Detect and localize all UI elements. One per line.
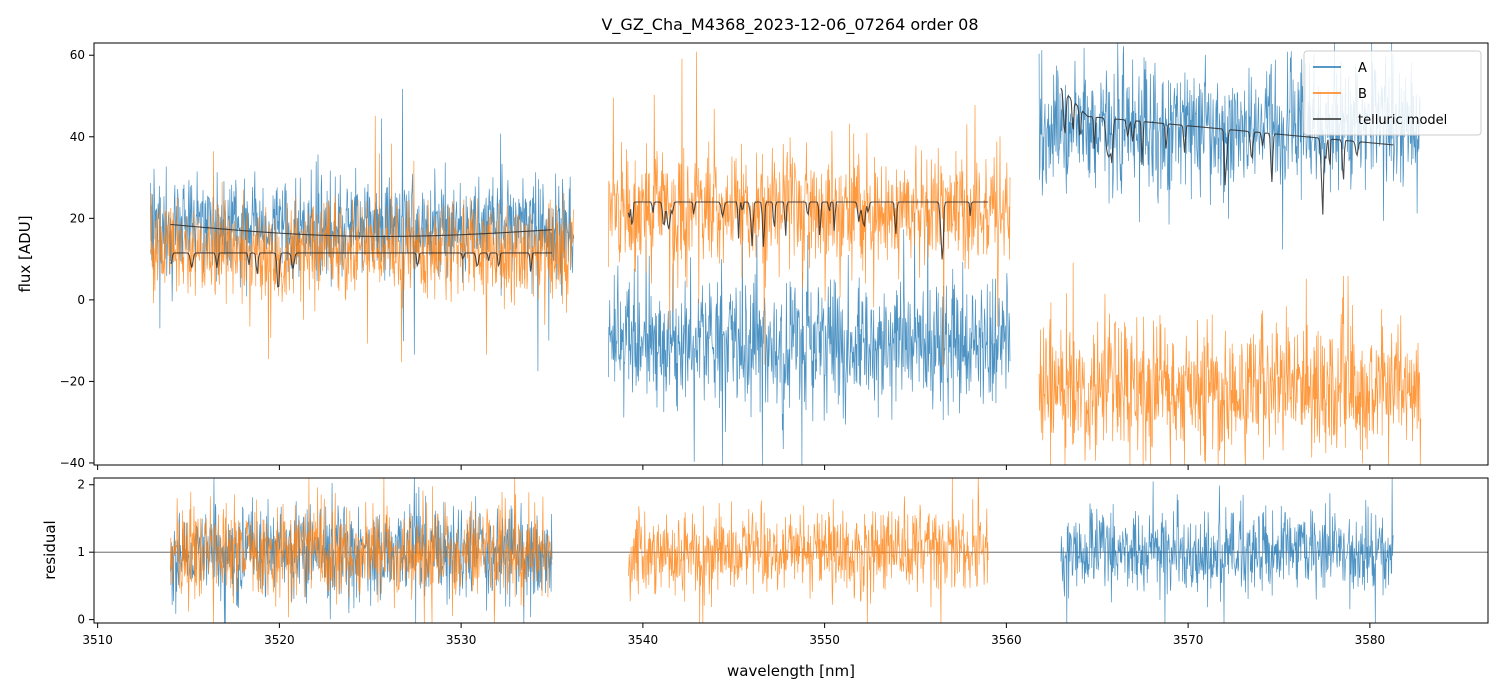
- x-tick-label: 3550: [809, 633, 840, 647]
- legend-label-a: A: [1358, 61, 1367, 76]
- bottom-y-tick-label: 1: [77, 545, 85, 559]
- legend-box: [1303, 50, 1482, 136]
- top-y-tick-label: −20: [60, 374, 85, 388]
- legend-label-telluric-model: telluric model: [1358, 113, 1447, 128]
- bottom-x-axis: 3510 3520 3530 3540 3550 3560 3570 3580: [82, 623, 1385, 647]
- bottom-series-layer: [169, 477, 1394, 624]
- top-series-layer: [149, 42, 1422, 466]
- x-tick-label: 3530: [446, 633, 477, 647]
- x-tick-label: 3570: [1173, 633, 1204, 647]
- top-panel: −40 −20 0 20 40 60 flux [ADU]: [16, 42, 1489, 470]
- spectrum-a-segment-2: [607, 199, 1011, 466]
- spectrum-b-segment-3: [1038, 262, 1422, 466]
- x-tick-label: 3560: [991, 633, 1022, 647]
- x-tick-label: 3580: [1355, 633, 1386, 647]
- x-tick-label: 3520: [264, 633, 295, 647]
- top-model-layer: [170, 87, 1394, 288]
- top-y-axis-label: flux [ADU]: [16, 215, 34, 292]
- telluric-model-a-segment-3: [1060, 87, 1394, 215]
- bottom-y-tick-label: 2: [77, 478, 85, 492]
- top-y-tick-label: 60: [70, 48, 85, 62]
- bottom-y-axis-label: residual: [41, 520, 59, 579]
- top-plot-frame: [93, 42, 1489, 466]
- top-y-tick-label: −40: [60, 456, 85, 470]
- telluric-model-b-segment-2: [627, 201, 989, 260]
- top-y-tick-label: 40: [70, 130, 85, 144]
- chart-title: V_GZ_Cha_M4368_2023-12-06_07264 order 08: [601, 15, 978, 35]
- top-x-ticks: [97, 465, 1371, 470]
- x-tick-label: 3540: [628, 633, 659, 647]
- bottom-y-axis: 0 1 2: [77, 478, 94, 627]
- legend-label-b: B: [1358, 87, 1367, 102]
- legend: A B telluric model: [1303, 50, 1482, 136]
- bottom-plot-frame: [93, 477, 1489, 624]
- residual-b-segment-1: [169, 477, 553, 624]
- x-axis-label: wavelength [nm]: [727, 662, 855, 680]
- spectrum-b-segment-1: [149, 115, 575, 363]
- bottom-y-tick-label: 0: [77, 613, 85, 627]
- x-tick-label: 3510: [82, 633, 113, 647]
- residual-b-segment-2: [627, 477, 989, 624]
- spectrum-b-segment-2: [607, 51, 1011, 368]
- top-y-tick-label: 20: [70, 211, 85, 225]
- top-y-tick-label: 0: [77, 293, 85, 307]
- residual-a-segment-3: [1060, 477, 1394, 624]
- telluric-model-b-segment-1: [170, 252, 552, 288]
- bottom-panel: 0 1 2 3510 3520 3530 3540 3550 3560 3570 3580 res…: [41, 477, 1489, 680]
- telluric-model-a-segment-1: [170, 223, 553, 237]
- top-y-axis: −40 −20 0 20 40 60: [60, 48, 94, 470]
